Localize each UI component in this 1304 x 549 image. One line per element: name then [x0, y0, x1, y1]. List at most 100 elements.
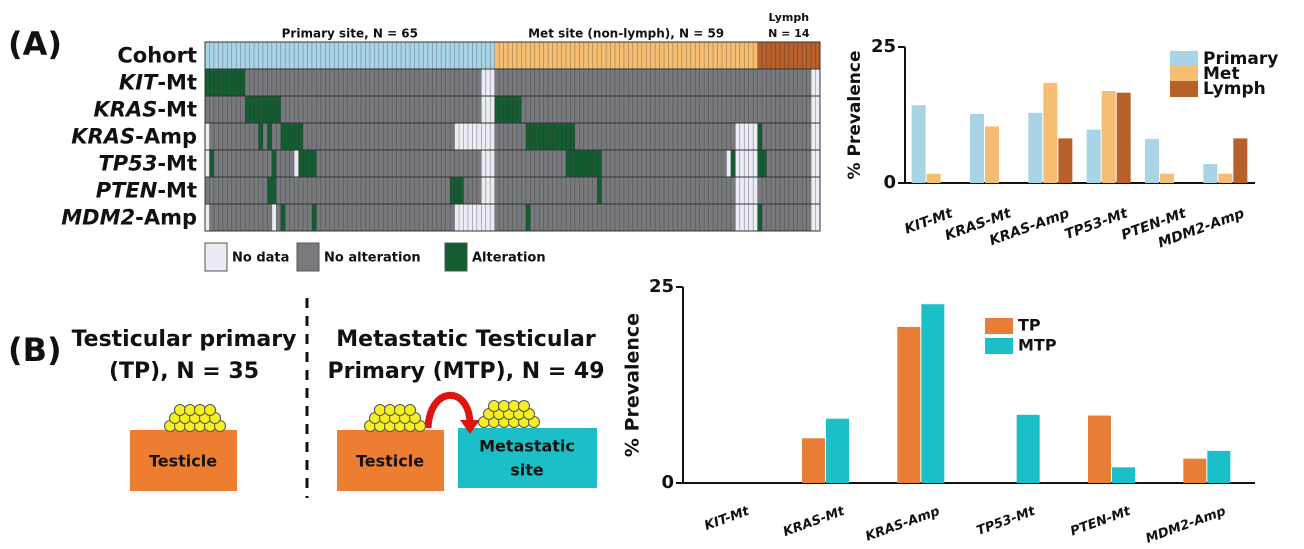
alteration-cell: [209, 69, 213, 96]
alteration-cell: [245, 96, 249, 123]
no-data-cell: [490, 150, 494, 177]
x-tick-label: TP53-Mt: [975, 504, 1038, 539]
box-label: Metastatic: [479, 437, 575, 456]
no-data-cell: [490, 177, 494, 204]
alteration-cell: [557, 123, 561, 150]
no-data-cell: [749, 177, 753, 204]
cohort-band: [495, 42, 758, 69]
no-data-cell: [205, 123, 209, 150]
alteration-cell: [250, 96, 254, 123]
no-data-cell: [744, 150, 748, 177]
alteration-cell: [209, 150, 213, 177]
alteration-type: -Mt: [157, 152, 197, 176]
bar: [1087, 130, 1101, 183]
alteration-cell: [530, 123, 534, 150]
alteration-cell: [303, 150, 307, 177]
row-label: KRAS-Mt: [94, 98, 197, 122]
legend-label: Alteration: [472, 251, 546, 266]
no-data-cell: [490, 123, 494, 150]
alteration-cell: [218, 69, 222, 96]
no-data-cell: [205, 204, 209, 231]
no-data-cell: [477, 204, 481, 231]
alteration-cell: [276, 96, 280, 123]
alteration-cell: [548, 123, 552, 150]
no-data-cell: [749, 150, 753, 177]
y-axis-label: % Prevalence: [845, 51, 865, 180]
no-data-cell: [811, 69, 815, 96]
no-data-cell: [735, 123, 739, 150]
no-data-cell: [740, 177, 744, 204]
no-data-cell: [753, 204, 757, 231]
diagram-title: Primary (MTP), N = 49: [327, 359, 604, 384]
no-data-cell: [811, 96, 815, 123]
alteration-cell: [526, 204, 530, 231]
legend-label: No alteration: [324, 251, 421, 266]
cell: [519, 401, 530, 412]
cell: [375, 405, 386, 416]
no-data-cell: [463, 204, 467, 231]
alteration-cell: [495, 96, 499, 123]
cell: [489, 401, 500, 412]
no-data-cell: [816, 96, 820, 123]
alteration-cell: [758, 204, 762, 231]
no-data-cell: [486, 96, 490, 123]
alteration-cell: [272, 177, 276, 204]
cell-clusters: [165, 401, 540, 432]
alteration-cell: [312, 150, 316, 177]
alteration-cell: [450, 177, 454, 204]
y-axis-label: % Prevalence: [622, 313, 644, 457]
cell: [175, 405, 186, 416]
alteration-cell: [272, 96, 276, 123]
alteration-cell: [290, 123, 294, 150]
alteration-type: -Mt: [157, 179, 197, 203]
bar: [1218, 174, 1232, 183]
legend-swatch: [1170, 81, 1198, 97]
gene-name: TP53: [98, 152, 157, 176]
alteration-cell: [236, 69, 240, 96]
bar: [985, 126, 999, 183]
no-data-cell: [749, 204, 753, 231]
bar: [826, 419, 849, 483]
y-tick-label: 25: [871, 36, 896, 57]
bar: [802, 438, 825, 483]
alteration-cell: [241, 69, 245, 96]
legend-swatch: [1170, 51, 1198, 67]
alteration-cell: [584, 150, 588, 177]
alteration-cell: [258, 96, 262, 123]
x-tick-label: PTEN-Mt: [1069, 504, 1134, 540]
x-tick-label: KIT-Mt: [702, 504, 751, 534]
cell: [385, 405, 396, 416]
alteration-cell: [308, 150, 312, 177]
row-label: KIT-Mt: [119, 71, 197, 95]
cohort-band: [205, 42, 495, 69]
alteration-cell: [299, 150, 303, 177]
gene-name: MDM2: [61, 206, 135, 230]
alteration-cell: [570, 123, 574, 150]
legend-swatch: [297, 243, 319, 271]
x-tick-label: MDM2-Amp: [1144, 504, 1228, 547]
no-data-cell: [486, 69, 490, 96]
no-data-cell: [749, 123, 753, 150]
no-data-cell: [811, 177, 815, 204]
bar: [1145, 139, 1159, 183]
alteration-cell: [223, 69, 227, 96]
group-label: N = 14: [768, 27, 810, 40]
y-tick-label: 25: [649, 276, 674, 297]
bar: [1017, 415, 1040, 483]
alteration-cell: [294, 123, 298, 150]
no-data-cell: [459, 204, 463, 231]
no-data-cell: [486, 150, 490, 177]
page: (A) (B) Testicular primary(TP), N = 35Me…: [0, 0, 1304, 549]
cell: [185, 405, 196, 416]
no-data-cell: [477, 123, 481, 150]
bar: [921, 304, 944, 483]
legend-swatch: [445, 243, 467, 271]
no-data-cell: [455, 123, 459, 150]
no-data-cell: [205, 150, 209, 177]
no-data-cell: [490, 204, 494, 231]
alteration-cell: [762, 150, 766, 177]
gene-name: KRAS: [71, 125, 135, 149]
group-label: Lymph: [768, 11, 809, 24]
no-data-cell: [272, 204, 276, 231]
alteration-cell: [553, 123, 557, 150]
